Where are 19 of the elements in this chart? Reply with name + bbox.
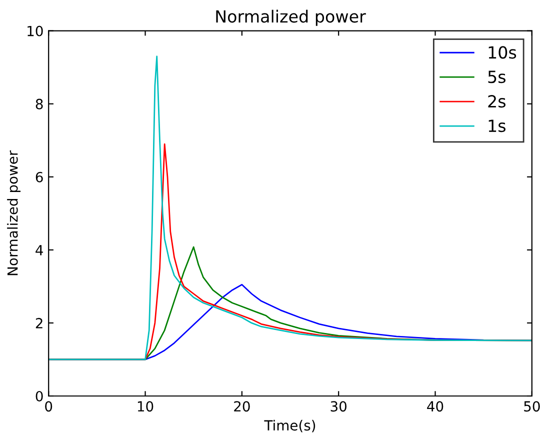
legend-label: 5s bbox=[488, 70, 506, 84]
chart-title: Normalized power bbox=[216, 10, 366, 26]
x-tick-label: 40 bbox=[427, 401, 444, 412]
y-tick-label: 10 bbox=[28, 26, 43, 36]
y-tick-label: 6 bbox=[36, 172, 43, 182]
x-tick-label: 20 bbox=[234, 401, 250, 412]
y-tick-label: 8 bbox=[36, 98, 43, 110]
x-tick-label: 10 bbox=[138, 401, 154, 412]
y-axis-title: Normalized power bbox=[7, 150, 21, 276]
legend-label: 10s bbox=[488, 46, 516, 59]
x-tick-label: 50 bbox=[524, 401, 540, 412]
x-axis-title: Time(s) bbox=[264, 420, 316, 432]
legend-label: 1s bbox=[488, 120, 506, 132]
x-tick-label: 30 bbox=[330, 401, 346, 412]
y-tick-label: 4 bbox=[36, 245, 43, 256]
y-tick-label: 0 bbox=[36, 390, 43, 402]
x-tick-label: 0 bbox=[45, 401, 52, 412]
legend-label: 2s bbox=[488, 95, 506, 108]
y-tick-label: 2 bbox=[36, 318, 42, 328]
